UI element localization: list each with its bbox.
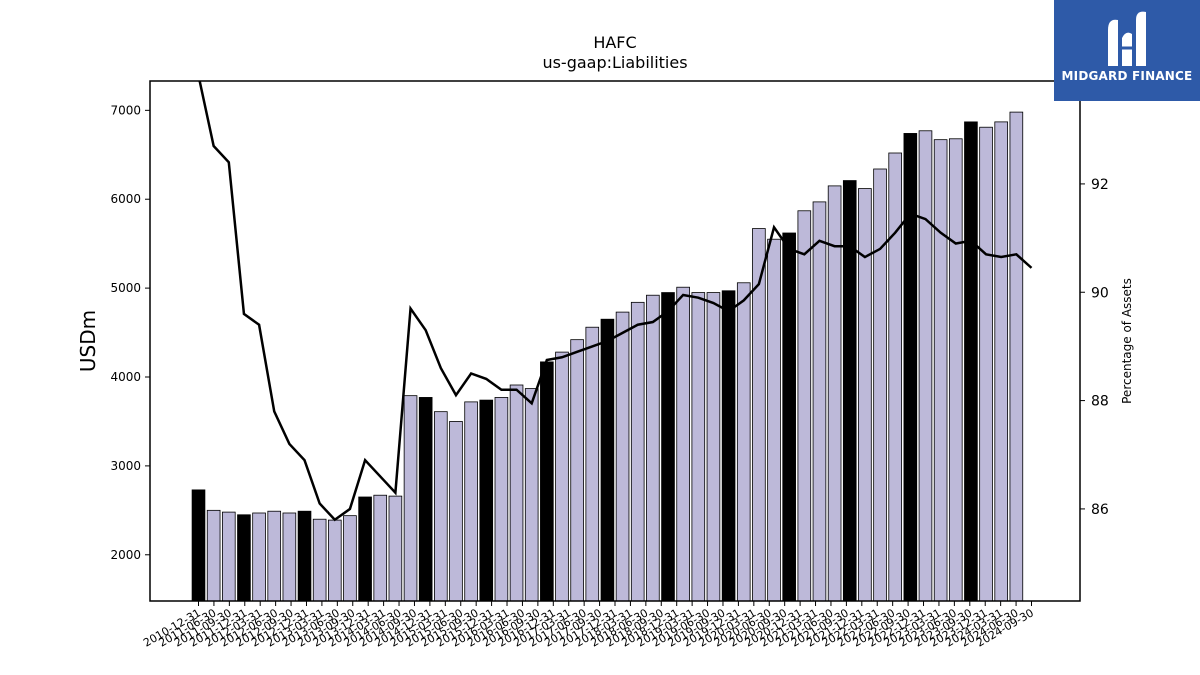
y-tick-label: 7000 bbox=[110, 103, 141, 117]
bar bbox=[237, 514, 251, 602]
bar bbox=[509, 384, 524, 602]
bar bbox=[646, 294, 660, 602]
bar bbox=[706, 292, 721, 602]
y-tick-label: 4000 bbox=[110, 370, 141, 384]
y-tick-label: 2000 bbox=[110, 548, 141, 562]
bar bbox=[524, 388, 539, 602]
bar bbox=[767, 238, 781, 602]
bar bbox=[373, 494, 388, 602]
y-axis-label: USDm bbox=[76, 310, 100, 372]
bar bbox=[994, 121, 1009, 602]
bar bbox=[252, 512, 266, 602]
bar-series bbox=[191, 111, 1024, 602]
bar bbox=[297, 510, 312, 602]
chart-title: HAFC bbox=[593, 33, 636, 52]
bar bbox=[267, 510, 282, 602]
bar bbox=[979, 126, 993, 602]
bar bbox=[206, 509, 221, 602]
bar bbox=[630, 301, 645, 602]
bar bbox=[1009, 111, 1024, 602]
bar bbox=[933, 139, 948, 602]
y-tick-label: 6000 bbox=[110, 192, 141, 206]
bar bbox=[691, 292, 706, 602]
bar bbox=[918, 130, 933, 602]
bar bbox=[873, 168, 887, 602]
bar bbox=[615, 311, 630, 602]
chart-subtitle: us-gaap:Liabilities bbox=[542, 53, 687, 72]
y-tick-label: 3000 bbox=[110, 459, 141, 473]
bar bbox=[600, 318, 615, 602]
bar bbox=[661, 292, 675, 602]
y2-tick-label: 88 bbox=[1091, 394, 1109, 410]
bar bbox=[282, 512, 297, 602]
y2-tick-label: 92 bbox=[1091, 177, 1109, 193]
bar bbox=[343, 515, 357, 602]
bar bbox=[842, 180, 857, 602]
bar bbox=[191, 489, 206, 602]
y2-tick-label: 86 bbox=[1091, 502, 1109, 518]
bar bbox=[388, 495, 403, 602]
line-series bbox=[198, 81, 1033, 522]
bar bbox=[328, 519, 342, 602]
bar bbox=[782, 232, 796, 602]
bar bbox=[540, 361, 554, 602]
bar bbox=[494, 397, 509, 602]
bar bbox=[948, 138, 963, 602]
x-axis: 2010-12-312011-06-302011-09-302011-12-31… bbox=[141, 601, 1036, 650]
bar bbox=[585, 326, 600, 602]
bar bbox=[721, 290, 736, 602]
midgard-finance-logo: MIDGARD FINANCE bbox=[1054, 0, 1200, 101]
bar bbox=[827, 185, 842, 602]
bar bbox=[221, 511, 236, 602]
y2-axis-label: Percentage of Assets bbox=[1120, 278, 1134, 404]
bar bbox=[964, 121, 978, 602]
bar bbox=[903, 133, 918, 602]
y2-tick-label: 90 bbox=[1091, 285, 1109, 301]
bar bbox=[418, 397, 433, 602]
y-axis-left: 2000 3000 4000 5000 6000 7000 bbox=[110, 103, 150, 562]
bar bbox=[312, 518, 327, 602]
bar bbox=[434, 411, 448, 602]
bar bbox=[403, 395, 418, 602]
bar bbox=[888, 152, 902, 602]
y-axis-right: 86 88 90 92 bbox=[1080, 177, 1109, 518]
bar bbox=[676, 286, 690, 602]
bar bbox=[449, 421, 463, 602]
bar bbox=[570, 339, 584, 602]
percentage-line bbox=[198, 81, 1033, 522]
bar bbox=[736, 282, 751, 602]
logo-mark-icon bbox=[1108, 11, 1146, 66]
bar bbox=[358, 496, 372, 602]
bar bbox=[479, 399, 494, 602]
logo-text: MIDGARD FINANCE bbox=[1061, 69, 1193, 83]
bar bbox=[555, 351, 569, 602]
y-tick-label: 5000 bbox=[110, 281, 141, 295]
bar bbox=[858, 188, 872, 602]
bar bbox=[812, 201, 827, 602]
bar bbox=[464, 401, 478, 602]
bar bbox=[797, 210, 812, 602]
